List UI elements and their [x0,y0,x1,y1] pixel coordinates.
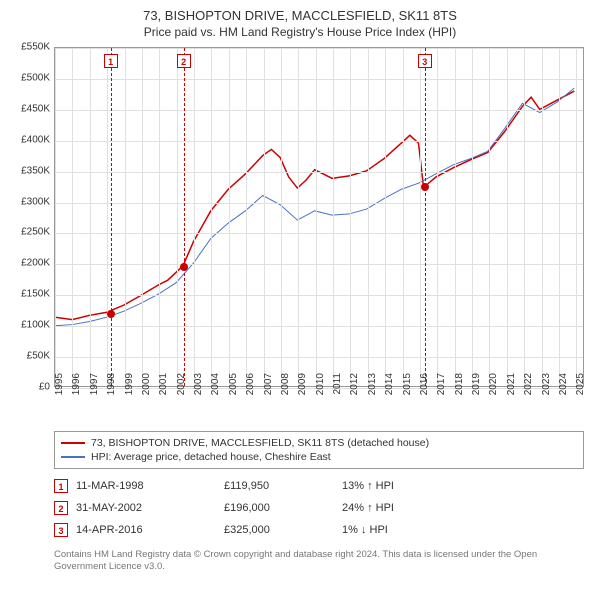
gridline-v [507,48,508,386]
transaction-date: 14-APR-2016 [76,524,216,536]
gridline-h [55,48,583,49]
reference-dot [107,310,115,318]
transactions-table: 1 11-MAR-1998 £119,950 13% ↑ HPI 2 31-MAY-200… [54,475,584,541]
legend-item: HPI: Average price, detached house, Ches… [61,450,577,464]
reference-line [111,48,112,386]
gridline-v [246,48,247,386]
footer-text: Contains HM Land Registry data © Crown c… [54,549,588,574]
gridline-h [55,203,583,204]
legend-item: 73, BISHOPTON DRIVE, MACCLESFIELD, SK11 … [61,436,577,450]
gridline-v [298,48,299,386]
gridline-h [55,295,583,296]
chart-subtitle: Price paid vs. HM Land Registry's House … [12,25,588,39]
x-axis-label: 2025 [575,373,600,409]
gridline-v [576,48,577,386]
gridline-v [559,48,560,386]
gridline-v [125,48,126,386]
y-axis-label: £250K [12,227,50,238]
gridline-v [142,48,143,386]
gridline-h [55,110,583,111]
legend: 73, BISHOPTON DRIVE, MACCLESFIELD, SK11 … [54,431,584,469]
transaction-row: 2 31-MAY-2002 £196,000 24% ↑ HPI [54,497,584,519]
transaction-price: £119,950 [224,480,334,492]
y-axis-label: £350K [12,165,50,176]
transaction-ref: 2 [54,501,68,515]
gridline-v [350,48,351,386]
gridline-v [194,48,195,386]
gridline-v [177,48,178,386]
gridline-v [264,48,265,386]
gridline-h [55,172,583,173]
gridline-v [437,48,438,386]
y-axis-label: £200K [12,258,50,269]
y-axis-label: £0 [12,382,50,393]
y-axis-label: £450K [12,103,50,114]
gridline-h [55,141,583,142]
transaction-date: 11-MAR-1998 [76,480,216,492]
legend-swatch [61,442,85,444]
reference-dot [180,263,188,271]
gridline-v [524,48,525,386]
reference-marker: 1 [104,54,118,68]
reference-marker: 2 [177,54,191,68]
gridline-v [316,48,317,386]
gridline-v [72,48,73,386]
gridline-v [542,48,543,386]
chart-container: 73, BISHOPTON DRIVE, MACCLESFIELD, SK11 … [0,0,600,590]
transaction-date: 31-MAY-2002 [76,502,216,514]
chart-title: 73, BISHOPTON DRIVE, MACCLESFIELD, SK11 … [12,8,588,23]
reference-line [425,48,426,386]
legend-label: HPI: Average price, detached house, Ches… [91,451,331,463]
series-svg [55,48,583,386]
gridline-v [211,48,212,386]
gridline-v [455,48,456,386]
gridline-v [403,48,404,386]
transaction-row: 1 11-MAR-1998 £119,950 13% ↑ HPI [54,475,584,497]
y-axis-label: £50K [12,351,50,362]
gridline-v [90,48,91,386]
transaction-price: £325,000 [224,524,334,536]
transaction-ref: 1 [54,479,68,493]
reference-dot [421,183,429,191]
transaction-ref: 3 [54,523,68,537]
transaction-price: £196,000 [224,502,334,514]
y-axis-label: £500K [12,72,50,83]
reference-marker: 3 [418,54,432,68]
legend-swatch [61,456,85,458]
gridline-v [229,48,230,386]
legend-label: 73, BISHOPTON DRIVE, MACCLESFIELD, SK11 … [91,437,429,449]
y-axis-label: £550K [12,42,50,53]
gridline-v [420,48,421,386]
transaction-delta: 13% ↑ HPI [342,480,452,492]
gridline-v [368,48,369,386]
chart-area: 1 2 3 £0 £50K £100K £150K £200K £250K £300K £350K… [12,47,588,427]
gridline-v [159,48,160,386]
gridline-v [55,48,56,386]
gridline-h [55,326,583,327]
y-axis-label: £100K [12,320,50,331]
gridline-v [333,48,334,386]
transaction-delta: 1% ↓ HPI [342,524,452,536]
gridline-h [55,264,583,265]
transaction-delta: 24% ↑ HPI [342,502,452,514]
gridline-h [55,357,583,358]
y-axis-label: £400K [12,134,50,145]
y-axis-label: £300K [12,196,50,207]
gridline-h [55,233,583,234]
gridline-v [472,48,473,386]
transaction-row: 3 14-APR-2016 £325,000 1% ↓ HPI [54,519,584,541]
gridline-h [55,79,583,80]
gridline-v [107,48,108,386]
gridline-v [281,48,282,386]
plot-area: 1 2 3 [54,47,584,387]
gridline-v [385,48,386,386]
gridline-v [489,48,490,386]
reference-line [184,48,185,386]
y-axis-label: £150K [12,289,50,300]
